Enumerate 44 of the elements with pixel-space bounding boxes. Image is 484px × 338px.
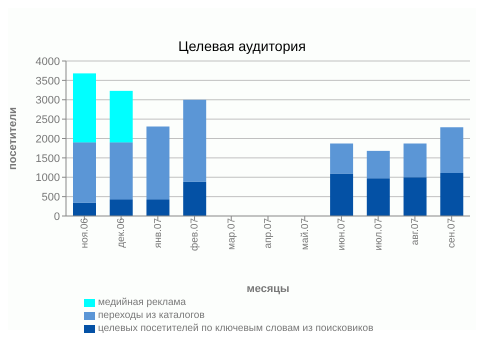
y-axis-title: посетители <box>6 107 19 170</box>
bar <box>110 199 133 216</box>
y-tick-label: 3000 <box>36 94 60 107</box>
bar <box>330 144 354 174</box>
x-tick-label: сен.07 <box>446 218 458 248</box>
y-tick-label: 0 <box>54 210 60 223</box>
bar <box>146 199 170 216</box>
x-axis-title: месяцы <box>246 283 290 295</box>
y-tick-label: 3500 <box>36 75 60 88</box>
x-tick-label: июн.07 <box>336 218 348 251</box>
bar <box>366 178 390 216</box>
x-tick-label: дек.06 <box>116 218 128 248</box>
legend-label: целевых посетителей по ключевым словам из поисковиков <box>98 323 374 334</box>
y-tick-label: 500 <box>42 192 60 204</box>
y-tick-label: 2000 <box>36 133 60 146</box>
legend-label: медийная реклама <box>98 297 186 308</box>
y-tick-label: 1500 <box>36 152 60 165</box>
bar <box>73 73 96 142</box>
bar <box>183 100 206 182</box>
bar <box>404 144 427 178</box>
bar <box>404 177 427 216</box>
bar <box>73 142 96 203</box>
x-tick-label: май.07 <box>300 218 311 250</box>
legend-label: переходы из каталогов <box>98 310 205 321</box>
bar <box>146 126 170 200</box>
x-tick-label: мар.07 <box>226 218 238 250</box>
bar <box>330 174 354 216</box>
bar <box>440 127 464 173</box>
bar <box>366 150 390 178</box>
x-tick-label: авг.07 <box>410 218 422 246</box>
x-tick-label: янв.07 <box>152 218 164 248</box>
x-tick-label: фев.07 <box>190 218 201 252</box>
chart-title: Целевая аудитория <box>177 38 307 54</box>
bar <box>110 142 133 200</box>
bar <box>183 182 206 216</box>
x-tick-label: апр.07 <box>263 218 274 248</box>
y-tick-label: 1000 <box>36 172 60 184</box>
bar <box>73 202 96 216</box>
y-tick-label: 4000 <box>36 56 60 68</box>
x-tick-label: ноя.06 <box>79 218 90 248</box>
bar <box>440 172 464 216</box>
bar <box>110 90 133 142</box>
y-tick-label: 2500 <box>36 114 60 126</box>
x-tick-label: июл.07 <box>373 218 384 251</box>
